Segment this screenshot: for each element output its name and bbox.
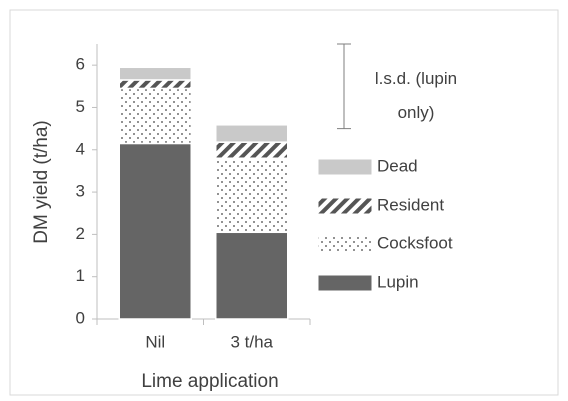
y-tick-label: 6 [76,55,85,74]
legend-label: Resident [377,195,444,214]
legend-swatch [317,158,373,176]
y-tick-label: 5 [76,97,85,116]
bar-segment [215,124,289,143]
legend-label: Dead [377,156,418,175]
legend-label: Cocksfoot [377,233,453,252]
legend-swatch [317,197,373,215]
bar-segment [118,87,192,145]
legend-swatch [317,274,373,292]
y-tick-label: 1 [76,266,85,285]
y-tick-label: 3 [76,182,85,201]
legend-swatch [317,235,373,253]
x-axis-title: Lime application [141,371,278,392]
x-tick-label: 3 t/ha [230,332,273,351]
y-axis-title: DM yield (t/ha) [31,120,52,244]
legend-label: Lupin [377,272,419,291]
y-tick-label: 0 [76,308,85,327]
bar-segment [215,157,289,234]
bar-segment [215,141,289,159]
x-tick-label: Nil [145,332,165,351]
bar-segment [118,66,192,81]
lsd-label: l.s.d. (lupin only) [374,69,458,122]
y-tick-label: 2 [76,224,85,243]
bar-segment [118,142,192,320]
bar-segment [118,79,192,90]
y-tick-label: 4 [76,139,85,158]
bar-segment [215,231,289,320]
